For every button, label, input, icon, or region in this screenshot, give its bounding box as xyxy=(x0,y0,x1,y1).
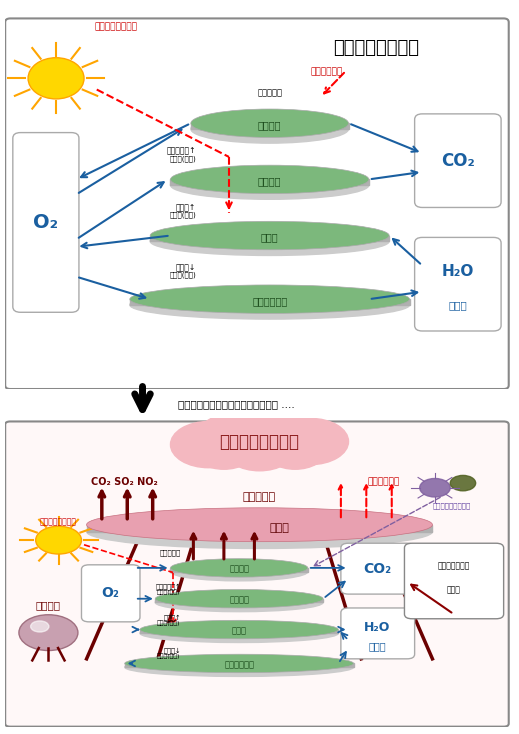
Polygon shape xyxy=(125,664,353,667)
Ellipse shape xyxy=(125,658,353,677)
Circle shape xyxy=(265,432,325,469)
FancyBboxPatch shape xyxy=(5,18,509,389)
Text: 廃棄物: 廃棄物 xyxy=(447,585,461,594)
FancyBboxPatch shape xyxy=(341,608,415,659)
Text: 有機物(栄養): 有機物(栄養) xyxy=(169,211,196,218)
Text: 一次消費者↑: 一次消費者↑ xyxy=(155,583,181,589)
Polygon shape xyxy=(87,525,432,531)
Text: 植　物: 植 物 xyxy=(261,232,279,242)
Text: H₂O: H₂O xyxy=(364,621,391,634)
Ellipse shape xyxy=(155,589,323,608)
Ellipse shape xyxy=(87,515,432,548)
FancyBboxPatch shape xyxy=(415,114,501,208)
Text: 分解者↓: 分解者↓ xyxy=(163,647,181,653)
Text: 高次消費者: 高次消費者 xyxy=(257,89,282,98)
FancyBboxPatch shape xyxy=(341,543,415,594)
Text: 新興感染症ウイルス: 新興感染症ウイルス xyxy=(433,502,471,509)
Circle shape xyxy=(19,615,78,650)
Ellipse shape xyxy=(170,165,369,194)
FancyBboxPatch shape xyxy=(415,237,501,331)
FancyBboxPatch shape xyxy=(81,565,140,622)
Ellipse shape xyxy=(170,559,308,577)
Text: 高次消費者: 高次消費者 xyxy=(159,549,181,556)
Circle shape xyxy=(420,479,450,497)
Ellipse shape xyxy=(191,109,349,137)
Circle shape xyxy=(36,526,81,554)
Text: 有機物(栄養): 有機物(栄養) xyxy=(157,653,181,659)
Text: 地球　温　暖　化: 地球 温 暖 化 xyxy=(220,432,299,451)
Polygon shape xyxy=(155,599,323,603)
Ellipse shape xyxy=(170,171,369,200)
Text: 太陽光エネルギー: 太陽光エネルギー xyxy=(40,517,77,526)
Ellipse shape xyxy=(150,222,389,250)
Circle shape xyxy=(170,421,247,468)
Text: H₂O: H₂O xyxy=(442,264,474,279)
Polygon shape xyxy=(140,630,338,633)
Text: 草食動物: 草食動物 xyxy=(229,595,249,604)
Text: O₂: O₂ xyxy=(102,586,119,600)
Text: 有機物(栄養): 有機物(栄養) xyxy=(169,272,196,278)
Text: 生産者↑: 生産者↑ xyxy=(175,203,196,212)
Ellipse shape xyxy=(125,654,353,672)
Text: 太陽光エネルギー: 太陽光エネルギー xyxy=(94,23,137,32)
Text: CO₂: CO₂ xyxy=(363,562,391,575)
Text: 無機物: 無機物 xyxy=(448,299,467,310)
Circle shape xyxy=(450,476,476,491)
Ellipse shape xyxy=(87,508,432,542)
Text: 熱エネルギー: 熱エネルギー xyxy=(310,68,343,76)
Ellipse shape xyxy=(191,115,349,143)
Text: 健全な自然生態系: 健全な自然生態系 xyxy=(334,40,419,57)
Text: O₂: O₂ xyxy=(33,213,59,232)
FancyBboxPatch shape xyxy=(5,421,509,727)
Text: 菌類・細菌類: 菌類・細菌類 xyxy=(224,660,254,669)
FancyBboxPatch shape xyxy=(404,543,503,619)
Ellipse shape xyxy=(130,291,409,319)
Circle shape xyxy=(194,432,254,469)
Text: 有機物(栄養): 有機物(栄養) xyxy=(157,589,181,595)
Text: 肉食動物: 肉食動物 xyxy=(229,564,249,573)
Text: 草食動物: 草食動物 xyxy=(258,176,281,186)
Circle shape xyxy=(28,58,84,99)
Text: 分解者↓: 分解者↓ xyxy=(175,263,196,272)
Text: 熱エネルギー: 熱エネルギー xyxy=(368,477,400,486)
Ellipse shape xyxy=(155,593,323,611)
Text: 生産者↑: 生産者↑ xyxy=(163,614,181,620)
Circle shape xyxy=(234,409,325,465)
Polygon shape xyxy=(150,236,389,241)
Text: 高次消費者: 高次消費者 xyxy=(243,492,276,502)
Text: 農薬／化学肥料: 農薬／化学肥料 xyxy=(438,562,470,571)
Text: 人　間: 人 間 xyxy=(270,523,290,533)
Circle shape xyxy=(224,428,295,470)
Ellipse shape xyxy=(140,624,338,642)
Polygon shape xyxy=(130,299,409,305)
Ellipse shape xyxy=(170,562,308,581)
Ellipse shape xyxy=(140,620,338,639)
Text: 無機物: 無機物 xyxy=(368,641,386,651)
Text: CO₂ SO₂ NO₂: CO₂ SO₂ NO₂ xyxy=(91,476,158,487)
Text: 植　物: 植 物 xyxy=(231,626,247,635)
Text: CO₂: CO₂ xyxy=(441,152,475,170)
Ellipse shape xyxy=(130,285,409,313)
Polygon shape xyxy=(170,568,308,572)
Circle shape xyxy=(196,413,282,465)
Text: 肉食動物: 肉食動物 xyxy=(258,120,281,130)
Text: 菌類・細菌類: 菌類・細菌類 xyxy=(252,296,288,305)
FancyBboxPatch shape xyxy=(13,133,79,312)
Polygon shape xyxy=(191,123,349,129)
Text: 一次消費者↑: 一次消費者↑ xyxy=(167,147,196,156)
Text: 化石燃料: 化石燃料 xyxy=(36,600,61,610)
Text: 有機物(栄養): 有機物(栄養) xyxy=(169,156,196,162)
Ellipse shape xyxy=(150,227,389,255)
Circle shape xyxy=(31,621,49,632)
Text: 有機物(栄養): 有機物(栄養) xyxy=(157,620,181,626)
Circle shape xyxy=(272,418,349,465)
Polygon shape xyxy=(170,179,369,185)
Text: 人間による資源消費が増えたことで ....: 人間による資源消費が増えたことで .... xyxy=(178,399,295,409)
